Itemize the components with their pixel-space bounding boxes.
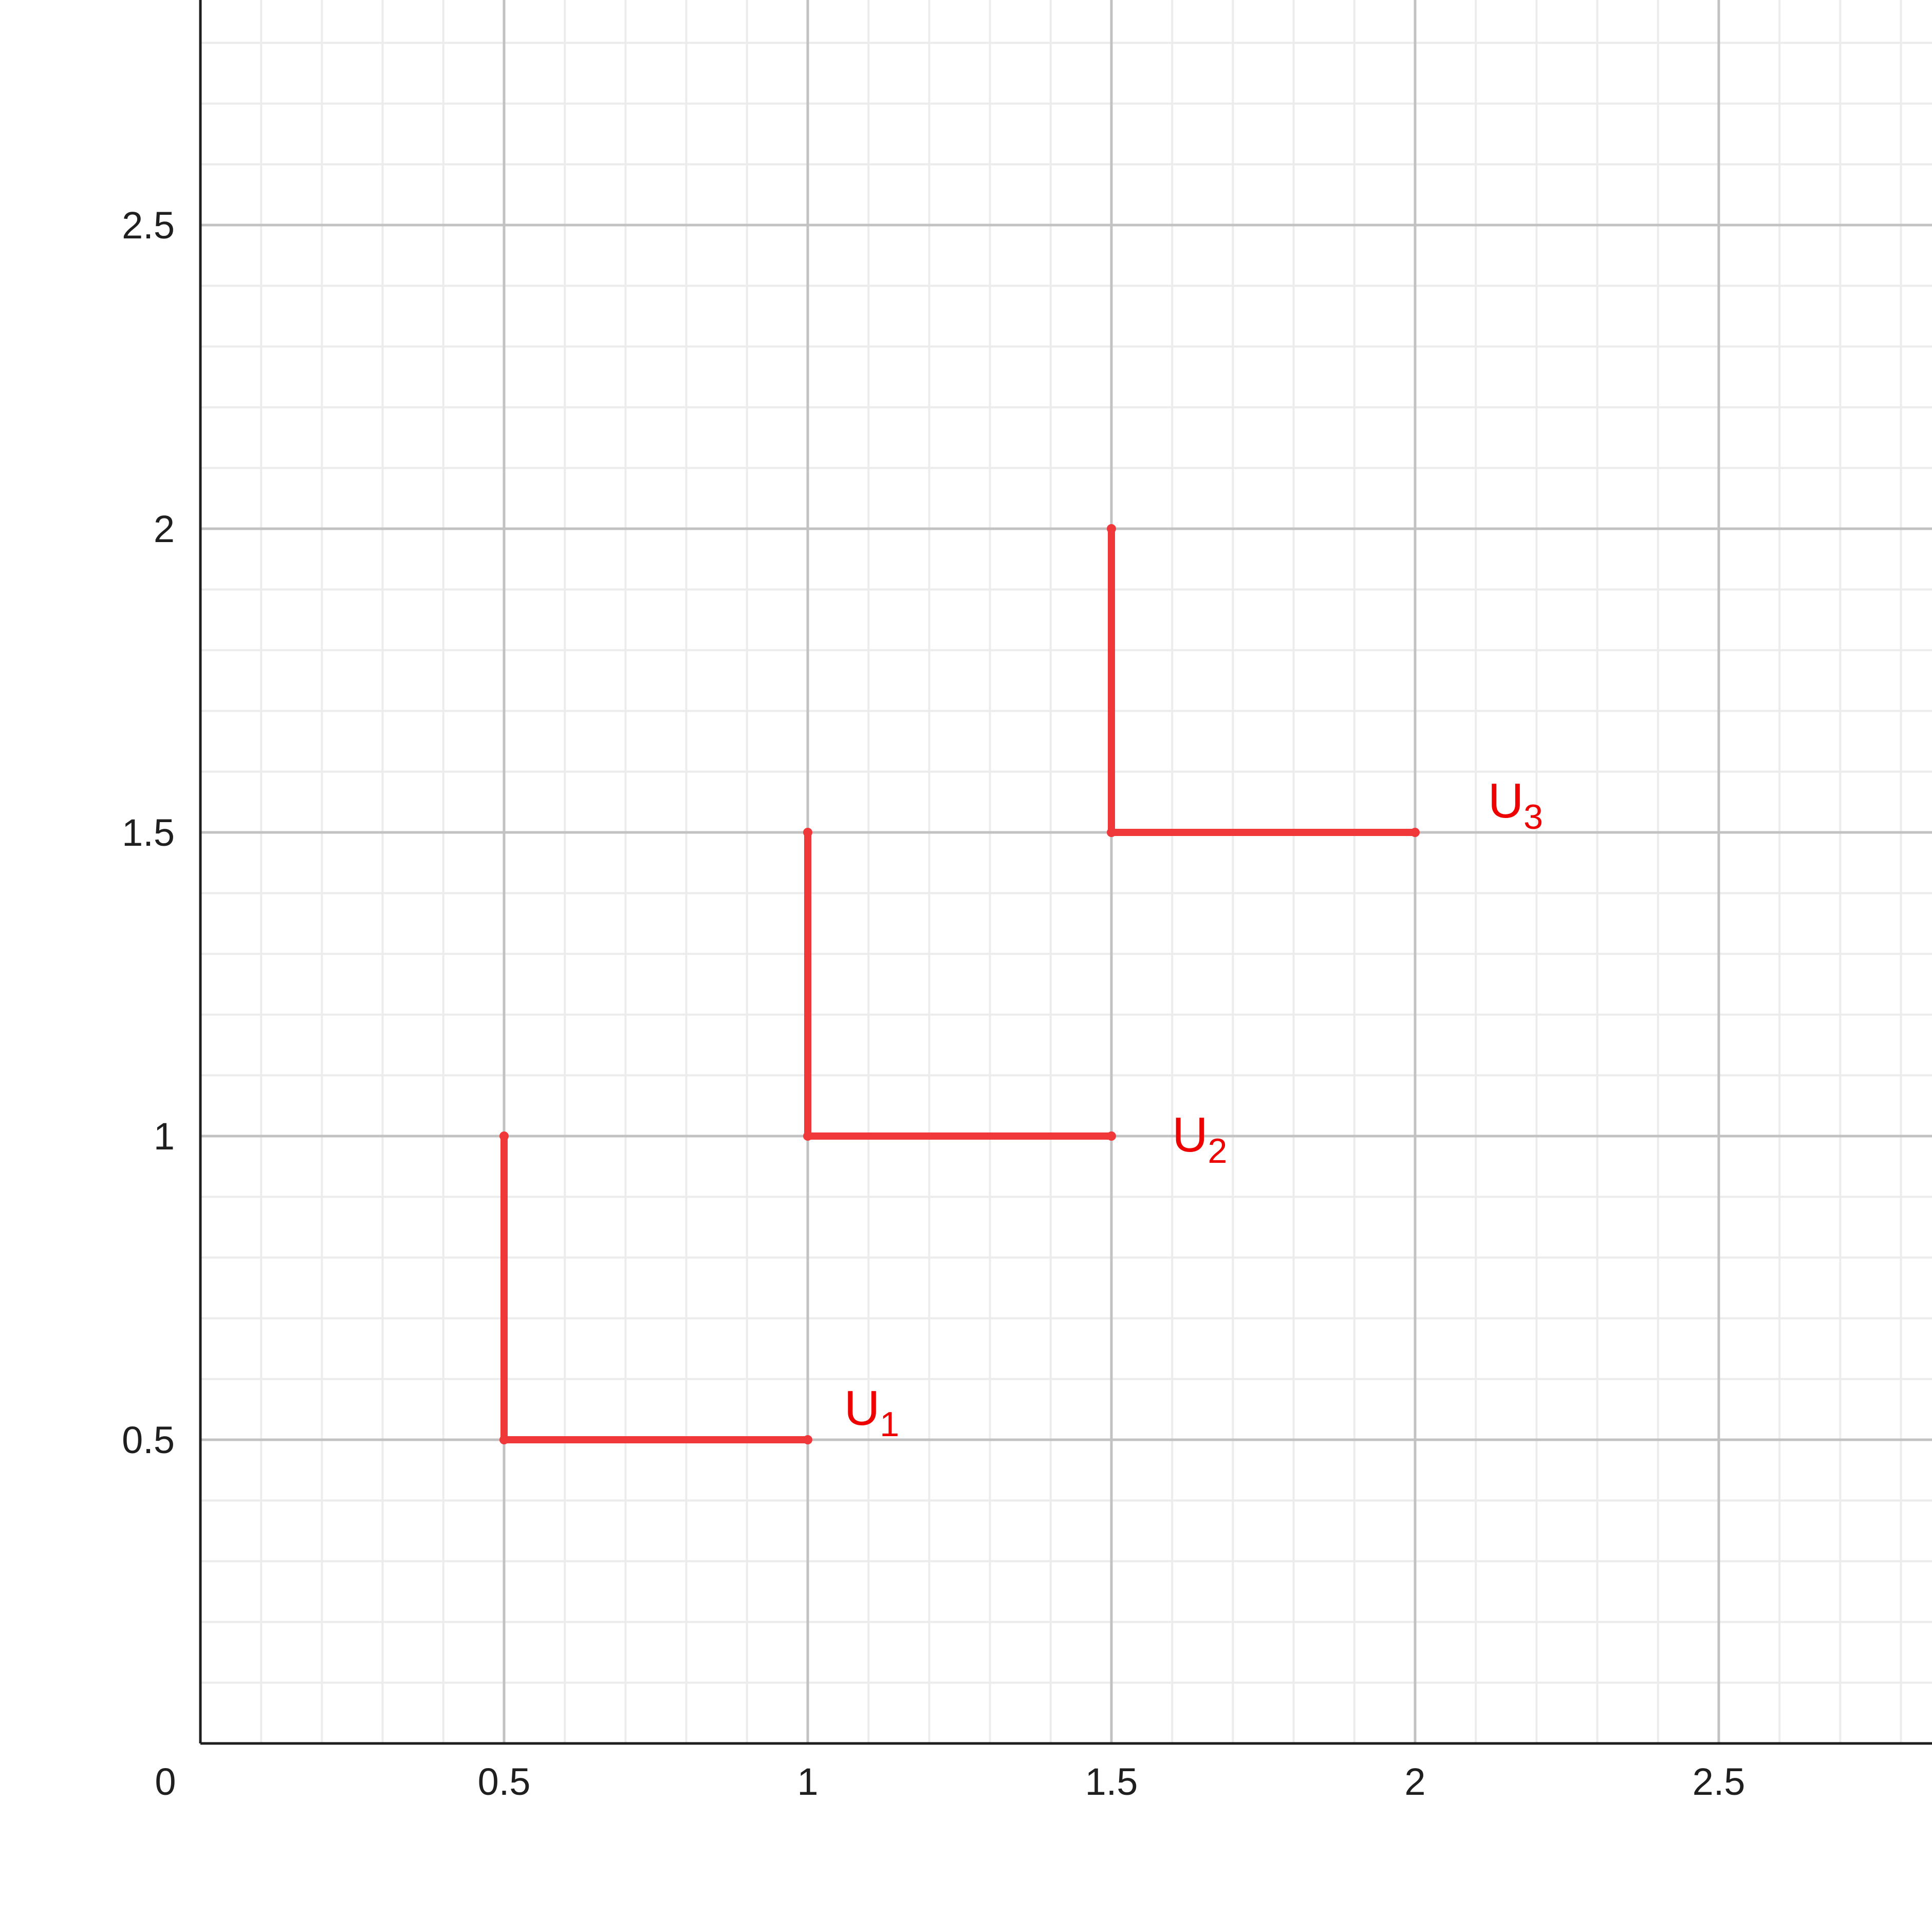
series-label-u1: U1: [844, 1381, 899, 1444]
x-tick-label: 1: [797, 1760, 818, 1803]
x-tick-label: 1.5: [1085, 1760, 1138, 1803]
y-tick-label: 2.5: [122, 204, 175, 247]
step-point: [499, 1435, 509, 1444]
step-point: [803, 1131, 812, 1141]
major-grid: [200, 0, 1932, 1743]
step-line-u2: [804, 829, 1115, 1140]
step-line-u1: [500, 1132, 811, 1443]
step-point: [1410, 828, 1420, 837]
series-layer: U1 U2 U3: [499, 524, 1543, 1444]
tick-labels: 0.5 1 1.5 2 2.5 0.5 1 1.5 2 2.5 0: [122, 204, 1745, 1803]
step-point: [1107, 524, 1116, 533]
x-tick-label: 0.5: [478, 1760, 531, 1803]
step-point: [499, 1131, 509, 1141]
series-u2: U2: [803, 828, 1227, 1171]
y-tick-label: 1.5: [122, 811, 175, 854]
series-u1: U1: [499, 1131, 899, 1444]
series-label-u3: U3: [1488, 773, 1543, 837]
series-label-u2: U2: [1172, 1107, 1227, 1171]
step-point: [1107, 828, 1116, 837]
step-point: [803, 1435, 812, 1444]
origin-label: 0: [155, 1760, 176, 1803]
series-u3: U3: [1107, 524, 1543, 837]
step-point: [1107, 1131, 1116, 1141]
y-tick-label: 1: [154, 1115, 175, 1158]
x-tick-label: 2.5: [1693, 1760, 1745, 1803]
minor-grid: [200, 0, 1932, 1743]
axes: [199, 0, 1932, 1745]
x-tick-label: 2: [1404, 1760, 1425, 1803]
step-line-u3: [1108, 525, 1419, 836]
y-tick-label: 0.5: [122, 1419, 175, 1461]
y-tick-label: 2: [154, 508, 175, 550]
step-point: [803, 828, 812, 837]
